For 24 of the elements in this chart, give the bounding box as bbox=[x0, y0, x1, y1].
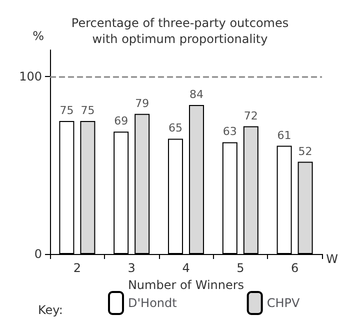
data-label: 63 bbox=[222, 125, 237, 138]
legend-label: CHPV bbox=[266, 296, 300, 310]
x-tick-label: 4 bbox=[182, 261, 190, 275]
data-label: 65 bbox=[168, 122, 182, 135]
x-tick-label: 6 bbox=[290, 261, 299, 275]
y-tick-label: 0 bbox=[34, 247, 42, 261]
legend-label: D'Hondt bbox=[128, 296, 178, 310]
y-tick-label: 100 bbox=[19, 70, 42, 84]
y-axis-title: % bbox=[32, 29, 44, 43]
text: W bbox=[326, 252, 338, 266]
data-label: 52 bbox=[298, 144, 312, 158]
data-label: 79 bbox=[135, 96, 150, 110]
x-axis-title: Number of Winners bbox=[128, 278, 244, 292]
data-label: 61 bbox=[277, 128, 292, 142]
legend-title: Key: bbox=[38, 303, 63, 317]
data-label: 75 bbox=[60, 104, 74, 117]
data-label: 69 bbox=[114, 114, 128, 128]
data-label: 72 bbox=[244, 109, 258, 122]
x-tick-label: 5 bbox=[236, 261, 244, 275]
data-label: 84 bbox=[190, 88, 204, 101]
x-tick-label: 2 bbox=[73, 261, 82, 275]
chart-title: Percentage of three-party outcomes with optimum proportionality bbox=[71, 16, 289, 46]
data-label: 75 bbox=[80, 104, 95, 117]
x-tick-label: 3 bbox=[128, 261, 136, 275]
